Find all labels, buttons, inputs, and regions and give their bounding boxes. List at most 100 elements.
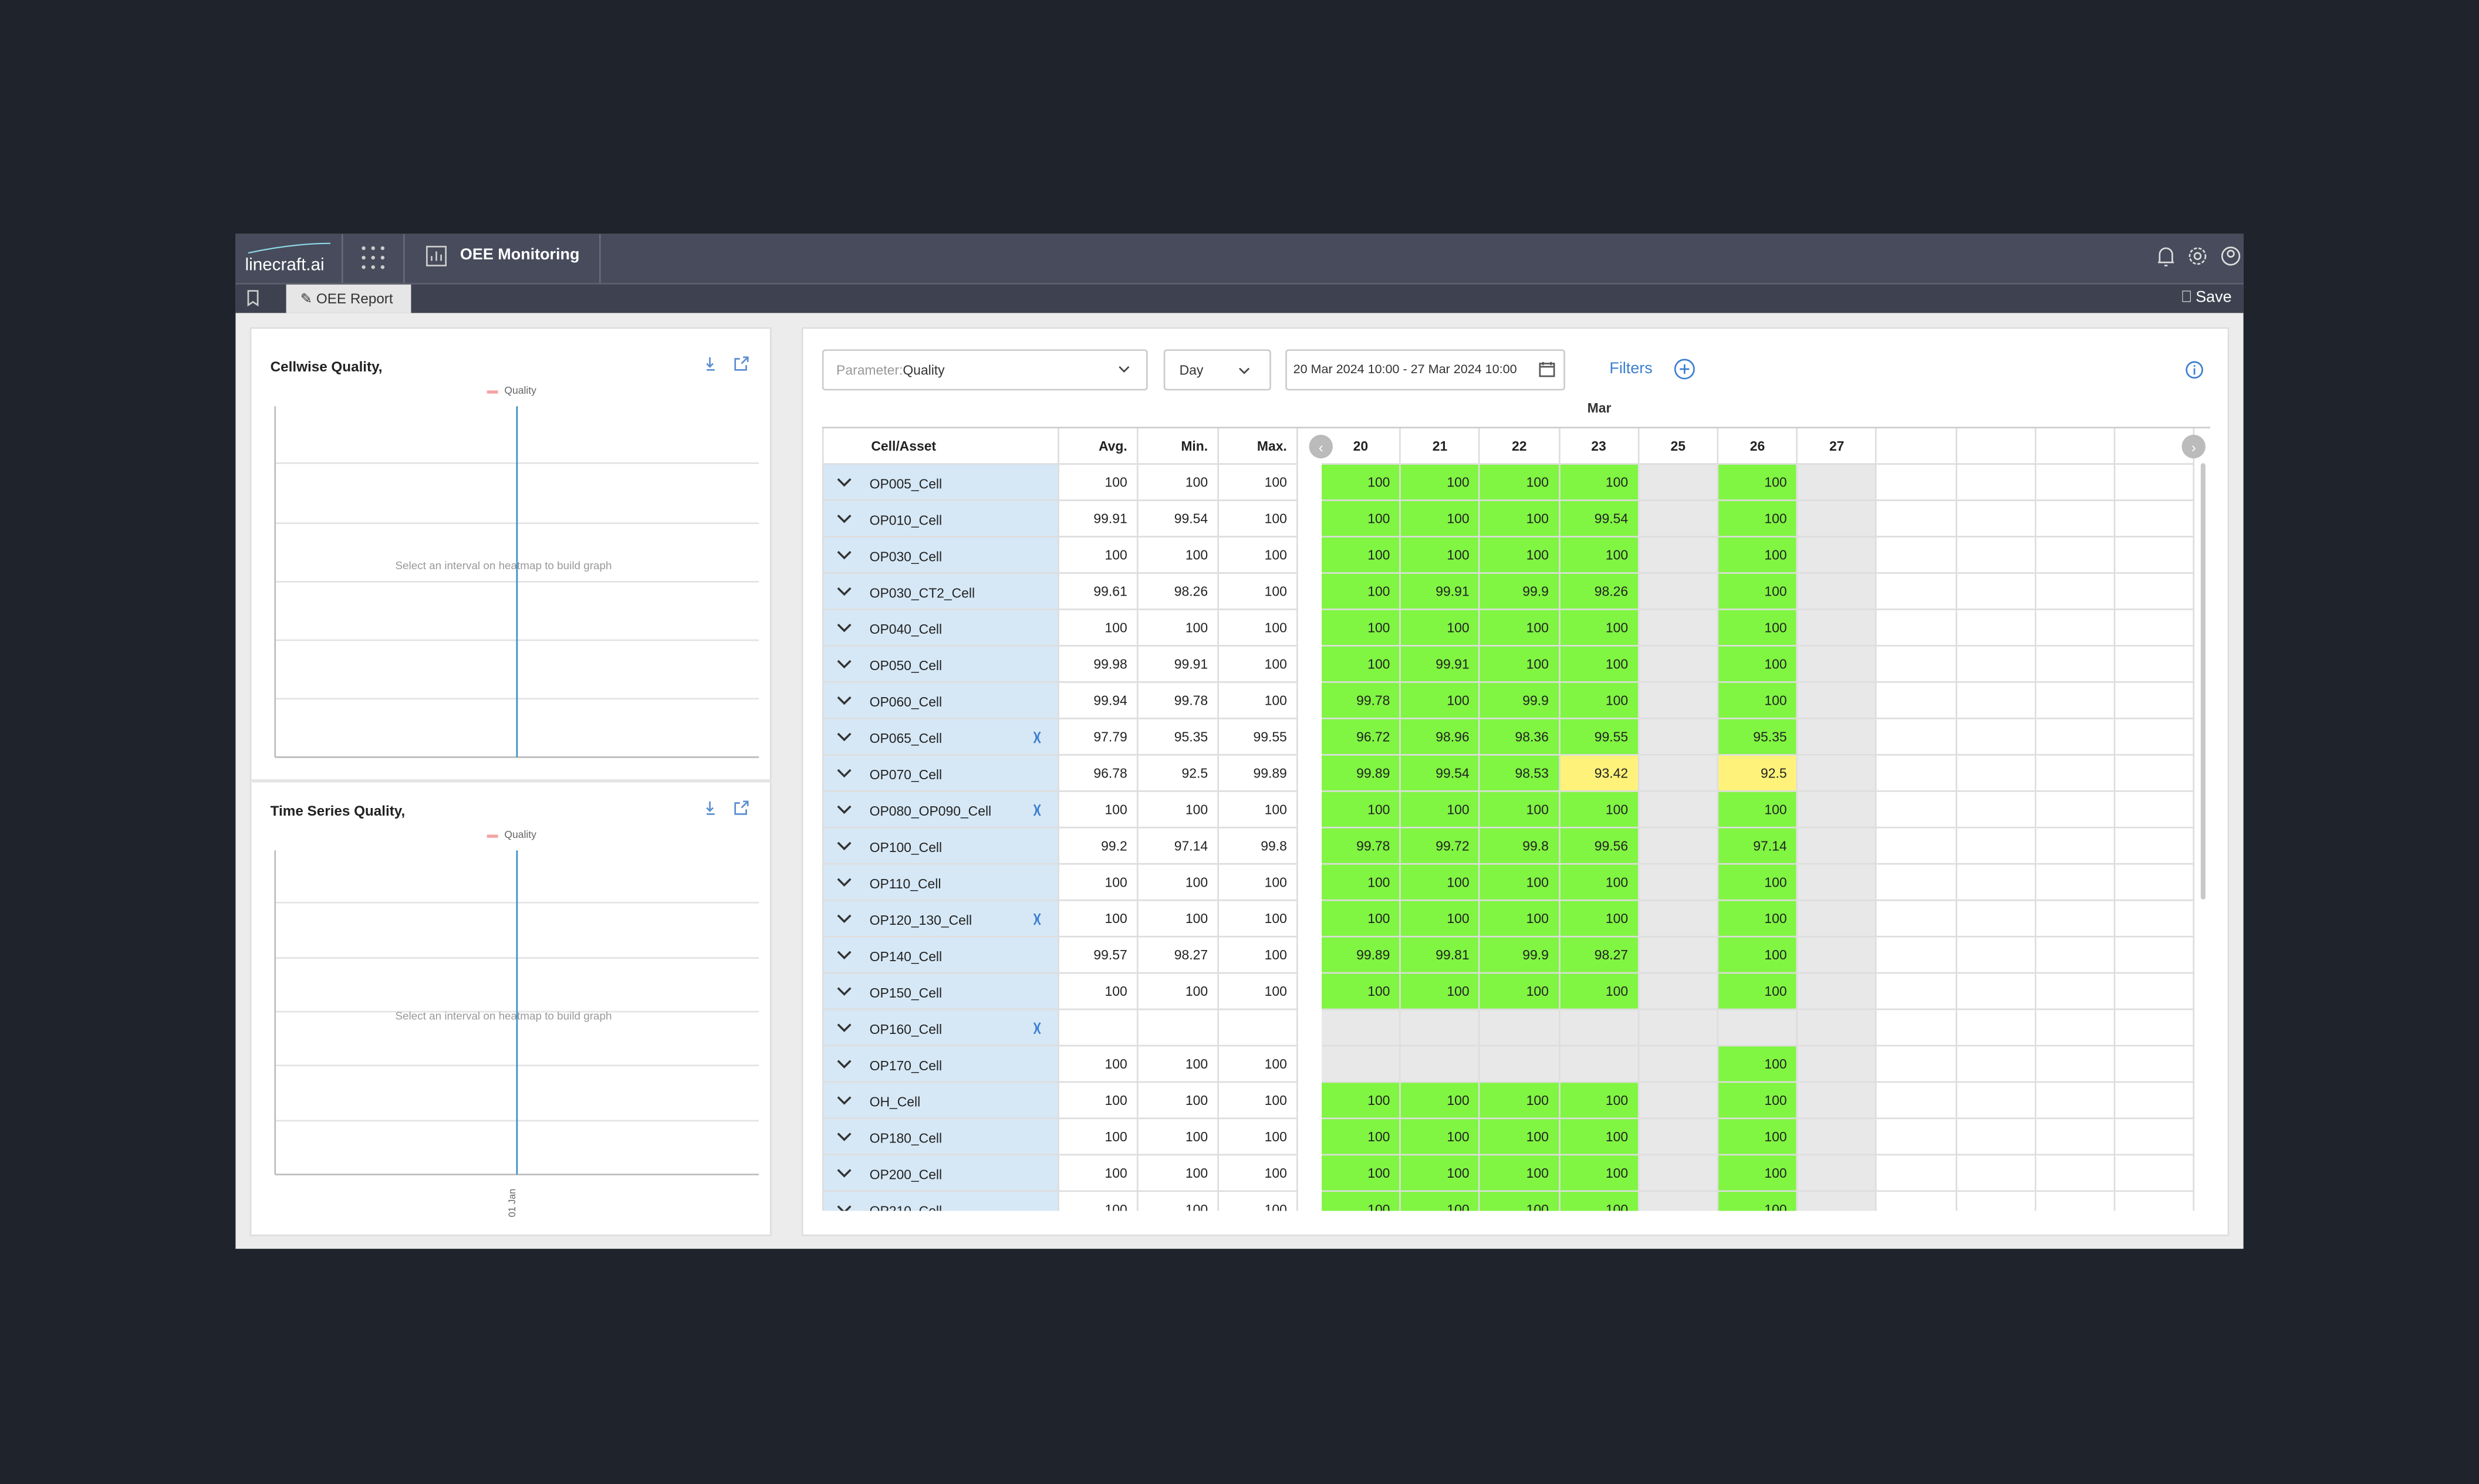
heat-cell[interactable] bbox=[1798, 682, 1877, 719]
heat-cell[interactable]: 100 bbox=[1718, 864, 1798, 901]
heat-cell[interactable]: 100 bbox=[1401, 901, 1481, 938]
heat-cell[interactable] bbox=[1798, 501, 1877, 538]
heat-cell[interactable]: 100 bbox=[1718, 1083, 1798, 1120]
heat-cell[interactable]: 100 bbox=[1401, 610, 1481, 647]
row-header[interactable] bbox=[822, 682, 1059, 719]
heat-cell[interactable]: 100 bbox=[1480, 1119, 1560, 1156]
heat-cell[interactable] bbox=[1322, 1046, 1401, 1083]
heat-cell[interactable]: 98.96 bbox=[1401, 719, 1481, 756]
heat-cell[interactable]: 100 bbox=[1401, 792, 1481, 829]
heat-cell[interactable]: 100 bbox=[1401, 1083, 1481, 1120]
heat-cell[interactable] bbox=[1480, 1010, 1560, 1047]
heat-cell[interactable]: 100 bbox=[1401, 864, 1481, 901]
heat-cell[interactable] bbox=[1798, 719, 1877, 756]
heat-cell[interactable] bbox=[1480, 1046, 1560, 1083]
expand-chevron[interactable] bbox=[836, 1059, 852, 1070]
heat-cell[interactable] bbox=[1639, 1155, 1719, 1192]
row-header[interactable] bbox=[822, 755, 1059, 792]
heat-cell[interactable] bbox=[1401, 1010, 1481, 1047]
date-range[interactable] bbox=[1285, 349, 1565, 391]
heat-cell[interactable]: 99.89 bbox=[1322, 937, 1401, 974]
heat-cell[interactable] bbox=[1559, 1010, 1639, 1047]
row-header[interactable] bbox=[822, 792, 1059, 829]
heat-cell[interactable]: 99.78 bbox=[1322, 682, 1401, 719]
heat-cell[interactable] bbox=[1639, 864, 1719, 901]
heat-cell[interactable]: 100 bbox=[1322, 610, 1401, 647]
heat-cell[interactable]: 100 bbox=[1718, 792, 1798, 829]
row-header[interactable] bbox=[822, 573, 1059, 610]
heat-cell[interactable]: 99.54 bbox=[1401, 755, 1481, 792]
heat-cell[interactable]: 99.54 bbox=[1559, 501, 1639, 538]
heat-cell[interactable]: 100 bbox=[1401, 537, 1481, 574]
heat-cell[interactable] bbox=[1798, 1192, 1877, 1211]
heat-cell[interactable] bbox=[1798, 973, 1877, 1010]
heat-cell[interactable]: 100 bbox=[1480, 864, 1560, 901]
row-header[interactable] bbox=[822, 901, 1059, 938]
heat-cell[interactable]: 100 bbox=[1559, 1192, 1639, 1211]
heat-cell[interactable]: 100 bbox=[1480, 1192, 1560, 1211]
heat-cell[interactable] bbox=[1639, 1192, 1719, 1211]
heat-cell[interactable] bbox=[1639, 973, 1719, 1010]
heat-cell[interactable] bbox=[1639, 465, 1719, 501]
heat-cell[interactable]: 99.89 bbox=[1322, 755, 1401, 792]
expand-chevron[interactable] bbox=[836, 1096, 852, 1107]
header-icons[interactable] bbox=[2153, 245, 2242, 269]
heat-cell[interactable] bbox=[1798, 1083, 1877, 1120]
heat-cell[interactable] bbox=[1798, 1119, 1877, 1156]
heat-cell[interactable]: 99.56 bbox=[1559, 828, 1639, 865]
heat-cell[interactable]: 99.72 bbox=[1401, 828, 1481, 865]
heat-cell[interactable]: 100 bbox=[1322, 901, 1401, 938]
heat-cell[interactable] bbox=[1639, 1119, 1719, 1156]
tab[interactable] bbox=[286, 284, 411, 313]
heat-cell[interactable]: 100 bbox=[1322, 1192, 1401, 1211]
heat-cell[interactable]: 100 bbox=[1322, 501, 1401, 538]
heat-cell[interactable]: 100 bbox=[1718, 610, 1798, 647]
heat-cell[interactable]: 100 bbox=[1322, 465, 1401, 501]
heat-cell[interactable] bbox=[1798, 1046, 1877, 1083]
heat-cell[interactable]: 100 bbox=[1322, 1083, 1401, 1120]
logo[interactable]: linecraft.ai bbox=[245, 256, 325, 275]
heat-cell[interactable] bbox=[1639, 646, 1719, 683]
heat-cell[interactable]: 100 bbox=[1322, 973, 1401, 1010]
heat-cell[interactable] bbox=[1639, 682, 1719, 719]
heat-cell[interactable] bbox=[1639, 719, 1719, 756]
tab-label[interactable]: ✎ OEE Report bbox=[300, 290, 393, 307]
expand-chevron[interactable] bbox=[836, 1168, 852, 1179]
heat-cell[interactable] bbox=[1639, 828, 1719, 865]
heat-cell[interactable]: 100 bbox=[1718, 1155, 1798, 1192]
heat-cell[interactable]: 99.9 bbox=[1480, 937, 1560, 974]
expand-chevron[interactable] bbox=[836, 950, 852, 961]
heat-cell[interactable]: 100 bbox=[1718, 937, 1798, 974]
heat-cell[interactable]: 100 bbox=[1718, 973, 1798, 1010]
heat-cell[interactable] bbox=[1798, 864, 1877, 901]
expand-chevron[interactable] bbox=[836, 623, 852, 634]
heat-cell[interactable] bbox=[1639, 1083, 1719, 1120]
heat-cell[interactable]: 100 bbox=[1559, 1155, 1639, 1192]
heat-cell[interactable]: 100 bbox=[1480, 537, 1560, 574]
row-header[interactable] bbox=[822, 973, 1059, 1010]
heat-cell[interactable]: 100 bbox=[1559, 610, 1639, 647]
expand-chevron[interactable] bbox=[836, 1132, 852, 1143]
heat-cell[interactable] bbox=[1639, 901, 1719, 938]
row-header[interactable] bbox=[822, 1083, 1059, 1120]
heat-cell[interactable]: 100 bbox=[1480, 610, 1560, 647]
expand-chevron[interactable] bbox=[836, 586, 852, 597]
heat-cell[interactable]: 99.9 bbox=[1480, 682, 1560, 719]
heat-cell[interactable]: 100 bbox=[1718, 501, 1798, 538]
expand-chevron[interactable] bbox=[836, 659, 852, 670]
parameter-select[interactable] bbox=[822, 349, 1148, 391]
heat-cell[interactable]: 100 bbox=[1480, 646, 1560, 683]
heat-cell[interactable] bbox=[1798, 573, 1877, 610]
heat-cell[interactable] bbox=[1639, 610, 1719, 647]
heat-cell[interactable] bbox=[1798, 1010, 1877, 1047]
heat-cell[interactable] bbox=[1798, 828, 1877, 865]
expand-chevron[interactable] bbox=[836, 877, 852, 888]
heat-cell[interactable]: 93.42 bbox=[1559, 755, 1639, 792]
heat-cell[interactable] bbox=[1798, 937, 1877, 974]
heat-cell[interactable]: 95.35 bbox=[1718, 719, 1798, 756]
heat-cell[interactable]: 100 bbox=[1480, 901, 1560, 938]
heat-cell[interactable]: 100 bbox=[1480, 501, 1560, 538]
heat-cell[interactable]: 100 bbox=[1401, 973, 1481, 1010]
heat-cell[interactable]: 98.27 bbox=[1559, 937, 1639, 974]
heat-cell[interactable]: 100 bbox=[1559, 1083, 1639, 1120]
